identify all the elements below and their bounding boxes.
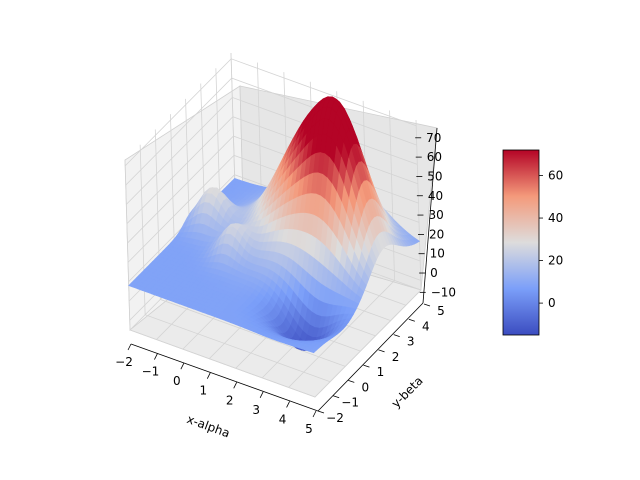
grid-line-y bbox=[124, 159, 316, 398]
x-tick-mark bbox=[180, 362, 185, 370]
y-tick-label: 1 bbox=[377, 365, 385, 379]
x-tick-mark bbox=[312, 410, 317, 418]
colorbar-tick-label: 20 bbox=[548, 254, 563, 268]
x-tick-label: −1 bbox=[142, 365, 160, 379]
z-tick-label: 30 bbox=[428, 208, 443, 222]
y-tick-mark bbox=[317, 410, 325, 414]
x-tick-mark bbox=[233, 382, 238, 389]
y-axis-label: y-beta bbox=[389, 374, 426, 411]
z-tick-label: 40 bbox=[428, 189, 443, 203]
y-tick-mark bbox=[333, 395, 340, 399]
grid-line-y bbox=[154, 129, 346, 367]
z-tick-label: 60 bbox=[427, 150, 442, 164]
x-tick-label: 0 bbox=[173, 374, 181, 388]
x-tick-mark bbox=[127, 343, 132, 351]
x-tick-mark bbox=[154, 353, 158, 360]
z-tick-label: 50 bbox=[427, 169, 442, 183]
x-tick-mark bbox=[259, 391, 264, 399]
x-tick-label: 1 bbox=[199, 384, 207, 398]
colorbar-tick-label: 0 bbox=[548, 296, 556, 310]
colorbar: 0 20 40 60 bbox=[502, 149, 563, 336]
x-axis-line bbox=[130, 343, 319, 412]
grid-line-z bbox=[125, 77, 417, 186]
y-axis-line bbox=[317, 302, 424, 412]
colorbar-tick-label: 60 bbox=[548, 169, 563, 183]
z-axis-line bbox=[422, 127, 438, 304]
grid-line-y bbox=[139, 144, 331, 383]
x-tick-label: −2 bbox=[115, 355, 133, 369]
y-tick-label: 4 bbox=[422, 319, 430, 333]
y-tick-label: −1 bbox=[341, 396, 359, 410]
y-tick-mark bbox=[408, 318, 415, 322]
x-tick-label: 5 bbox=[305, 422, 313, 436]
y-tick-label: 0 bbox=[361, 380, 369, 394]
y-tick-label: 5 bbox=[437, 304, 445, 318]
y-tick-mark bbox=[378, 349, 385, 353]
x-tick-label: 4 bbox=[279, 412, 287, 426]
colorbar-ticks: 0 20 40 60 bbox=[539, 169, 563, 310]
colorbar-tick-label: 40 bbox=[548, 211, 563, 225]
x-ticks: −2 −1 0 1 2 3 4 5 bbox=[115, 343, 317, 436]
z-tick-label: 70 bbox=[426, 131, 441, 145]
y-tick-mark bbox=[423, 303, 431, 307]
axis-edges bbox=[130, 127, 438, 412]
z-ticks: −10 0 10 20 30 40 50 60 70 bbox=[415, 131, 456, 299]
surface-mesh bbox=[128, 96, 421, 354]
colorbar-gradient bbox=[502, 149, 540, 336]
surface-facet bbox=[308, 348, 317, 354]
y-tick-mark bbox=[363, 364, 370, 368]
y-tick-mark bbox=[393, 334, 400, 337]
z-tick-label: 20 bbox=[429, 227, 444, 241]
x-tick-mark bbox=[286, 401, 290, 408]
y-tick-label: −2 bbox=[326, 411, 344, 425]
y-tick-label: 2 bbox=[392, 350, 400, 364]
x-tick-mark bbox=[206, 372, 211, 379]
x-tick-label: 2 bbox=[226, 393, 234, 407]
z-tick-label: 0 bbox=[430, 266, 438, 280]
x-axis-label: x-alpha bbox=[185, 412, 232, 440]
z-tick-label: −10 bbox=[431, 285, 456, 299]
x-tick-label: 3 bbox=[252, 403, 260, 417]
y-tick-mark bbox=[348, 380, 355, 383]
y-tick-label: 3 bbox=[407, 335, 415, 349]
z-tick-label: 10 bbox=[430, 247, 445, 261]
grid-line-z bbox=[124, 58, 417, 167]
